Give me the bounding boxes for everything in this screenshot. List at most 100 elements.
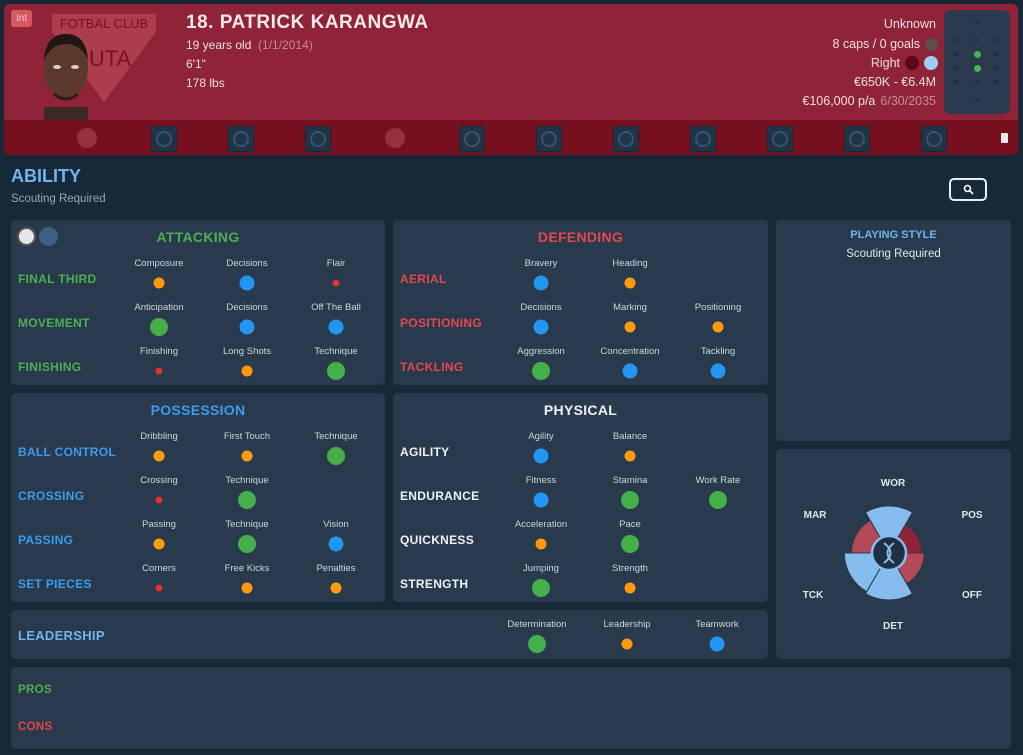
attribute-anticipation[interactable]: Anticipation — [114, 302, 204, 336]
attribute-name: Dribbling — [140, 431, 178, 442]
hand-icon[interactable] — [690, 126, 716, 152]
radar-label: TCK — [803, 590, 824, 601]
attribute-crossing[interactable]: Crossing — [114, 475, 204, 504]
playing-style-panel: PLAYING STYLE Scouting Required — [776, 220, 1011, 441]
row-label: AGILITY — [400, 445, 450, 459]
position-dot — [955, 52, 959, 56]
row-label: TACKLING — [400, 360, 464, 374]
attribute-name: Passing — [142, 519, 176, 530]
attribute-free-kicks[interactable]: Free Kicks — [202, 563, 292, 594]
attribute-rating-dot — [624, 450, 636, 462]
attribute-strength[interactable]: Strength — [585, 563, 675, 594]
attribute-jumping[interactable]: Jumping — [496, 563, 586, 597]
attribute-technique[interactable]: Technique — [202, 475, 292, 509]
attribute-technique[interactable]: Technique — [291, 431, 381, 465]
attribute-rating-dot — [624, 582, 636, 594]
international-badge: Int — [11, 10, 33, 27]
attribute-teamwork[interactable]: Teamwork — [672, 619, 762, 652]
left-boot-icon — [905, 56, 919, 70]
brain-icon[interactable] — [228, 126, 254, 152]
attribute-rating-dot — [624, 321, 636, 333]
attribute-name: Crossing — [140, 475, 178, 486]
helmet-icon[interactable] — [536, 126, 562, 152]
attribute-stamina[interactable]: Stamina — [585, 475, 675, 509]
attribute-concentration[interactable]: Concentration — [585, 346, 675, 379]
position-dot — [975, 20, 979, 24]
attribute-aggression[interactable]: Aggression — [496, 346, 586, 380]
attribute-rating-dot — [709, 491, 727, 509]
age-text: 19 years old — [186, 38, 252, 52]
attribute-heading[interactable]: Heading — [585, 258, 675, 289]
attribute-technique[interactable]: Technique — [202, 519, 292, 553]
attribute-dribbling[interactable]: Dribbling — [114, 431, 204, 462]
book-icon[interactable] — [151, 126, 177, 152]
list-icon[interactable] — [1001, 133, 1008, 143]
wizard-hat-icon[interactable] — [767, 126, 793, 152]
attribute-decisions[interactable]: Decisions — [202, 302, 292, 335]
syringe-icon-glyph — [464, 131, 480, 147]
attribute-corners[interactable]: Corners — [114, 563, 204, 592]
attribute-rating-dot — [153, 277, 165, 289]
eye-icon[interactable] — [385, 128, 405, 148]
attribute-penalties[interactable]: Penalties — [291, 563, 381, 594]
attribute-decisions[interactable]: Decisions — [496, 302, 586, 335]
attribute-work-rate[interactable]: Work Rate — [673, 475, 763, 509]
row-label: BALL CONTROL — [18, 445, 117, 459]
attribute-finishing[interactable]: Finishing — [114, 346, 204, 375]
compass-icon[interactable] — [613, 126, 639, 152]
attribute-balance[interactable]: Balance — [585, 431, 675, 462]
position-map[interactable] — [944, 10, 1010, 114]
attribute-decisions[interactable]: Decisions — [202, 258, 292, 291]
attribute-name: First Touch — [223, 431, 271, 442]
attribute-name: Heading — [612, 258, 648, 269]
attribute-determination[interactable]: Determination — [492, 619, 582, 653]
scout-search-button[interactable] — [949, 178, 987, 201]
attribute-bravery[interactable]: Bravery — [496, 258, 586, 291]
attribute-name: Strength — [612, 563, 648, 574]
attribute-leadership[interactable]: Leadership — [582, 619, 672, 650]
attribute-first-touch[interactable]: First Touch — [202, 431, 292, 462]
attribute-marking[interactable]: Marking — [585, 302, 675, 333]
attribute-name: Stamina — [612, 475, 648, 486]
attribute-name: Off The Ball — [311, 302, 361, 313]
physical-title: PHYSICAL — [543, 402, 618, 418]
crosshair-icon[interactable] — [844, 126, 870, 152]
attribute-agility[interactable]: Agility — [496, 431, 586, 464]
attribute-long-shots[interactable]: Long Shots — [202, 346, 292, 377]
syringe-icon[interactable] — [459, 126, 485, 152]
brain-icon-glyph — [233, 131, 249, 147]
radar-label: MAR — [804, 510, 828, 521]
attribute-rating-dot — [327, 447, 345, 465]
attribute-rating-dot — [241, 450, 253, 462]
attribute-off-the-ball[interactable]: Off The Ball — [291, 302, 381, 335]
attribute-vision[interactable]: Vision — [291, 519, 381, 552]
anchor-icon[interactable] — [77, 128, 97, 148]
attribute-name: Work Rate — [695, 475, 741, 486]
attribute-composure[interactable]: Composure — [114, 258, 204, 289]
attribute-pace[interactable]: Pace — [585, 519, 675, 553]
book-icon-glyph — [156, 131, 172, 147]
player-weight: 178 lbs — [186, 76, 225, 90]
attribute-acceleration[interactable]: Acceleration — [496, 519, 586, 550]
player-name: 18. PATRICK KARANGWA — [186, 12, 429, 33]
attribute-name: Balance — [612, 431, 648, 442]
attribute-name: Marking — [613, 302, 647, 313]
attribute-flair[interactable]: Flair — [291, 258, 381, 287]
attribute-name: Concentration — [600, 346, 660, 357]
position-dot-active — [973, 50, 981, 58]
attribute-name: Technique — [314, 346, 358, 357]
attribute-name: Decisions — [520, 302, 562, 313]
attribute-fitness[interactable]: Fitness — [496, 475, 586, 508]
attribute-technique[interactable]: Technique — [291, 346, 381, 380]
contract-row: €106,000 p/a 6/30/2035 — [802, 94, 936, 108]
hammer-sickle-icon[interactable] — [305, 126, 331, 152]
attribute-rating-dot — [330, 582, 342, 594]
pros-label: PROS — [18, 684, 52, 696]
attribute-rating-dot — [238, 535, 256, 553]
attribute-tackling[interactable]: Tackling — [673, 346, 763, 379]
row-label: FINAL THIRD — [18, 272, 97, 286]
attribute-passing[interactable]: Passing — [114, 519, 204, 550]
fox-icon[interactable] — [921, 126, 947, 152]
attribute-rating-dot — [328, 536, 344, 552]
attribute-positioning[interactable]: Positioning — [673, 302, 763, 333]
